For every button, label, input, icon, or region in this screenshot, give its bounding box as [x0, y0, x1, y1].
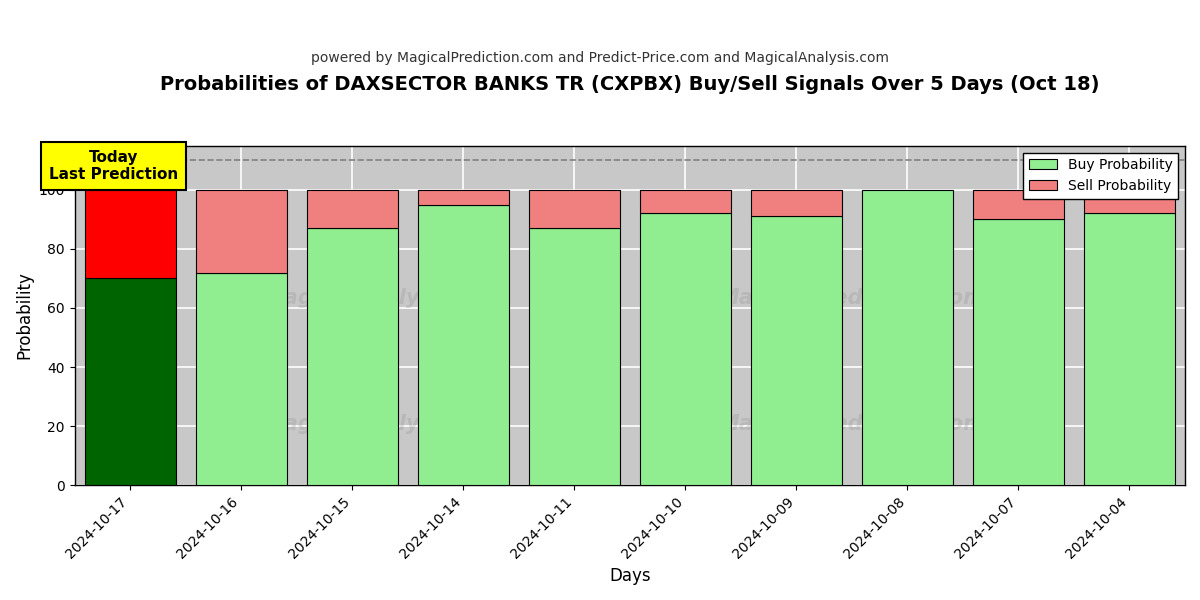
- Bar: [418, 190, 509, 205]
- Bar: [196, 272, 287, 485]
- Text: MagicalPrediction.com: MagicalPrediction.com: [719, 289, 985, 308]
- Bar: [418, 205, 509, 485]
- Y-axis label: Probability: Probability: [16, 271, 34, 359]
- Bar: [307, 228, 397, 485]
- Text: MagicalAnalysis.com: MagicalAnalysis.com: [263, 289, 508, 308]
- Text: powered by MagicalPrediction.com and Predict-Price.com and MagicalAnalysis.com: powered by MagicalPrediction.com and Pre…: [311, 51, 889, 65]
- Bar: [973, 220, 1064, 485]
- Bar: [973, 190, 1064, 220]
- Bar: [862, 190, 953, 485]
- Bar: [751, 217, 842, 485]
- Bar: [1084, 214, 1175, 485]
- Text: Today
Last Prediction: Today Last Prediction: [49, 150, 178, 182]
- Legend: Buy Probability, Sell Probability: Buy Probability, Sell Probability: [1024, 152, 1178, 199]
- Bar: [529, 190, 620, 228]
- Bar: [85, 278, 175, 485]
- Bar: [640, 214, 731, 485]
- X-axis label: Days: Days: [610, 567, 650, 585]
- Text: MagicalAnalysis.com: MagicalAnalysis.com: [263, 414, 508, 434]
- Title: Probabilities of DAXSECTOR BANKS TR (CXPBX) Buy/Sell Signals Over 5 Days (Oct 18: Probabilities of DAXSECTOR BANKS TR (CXP…: [160, 75, 1099, 94]
- Bar: [196, 190, 287, 272]
- Bar: [751, 190, 842, 217]
- Text: MagicalPrediction.com: MagicalPrediction.com: [719, 414, 985, 434]
- Bar: [85, 190, 175, 278]
- Bar: [640, 190, 731, 214]
- Bar: [307, 190, 397, 228]
- Bar: [1084, 190, 1175, 214]
- Bar: [529, 228, 620, 485]
